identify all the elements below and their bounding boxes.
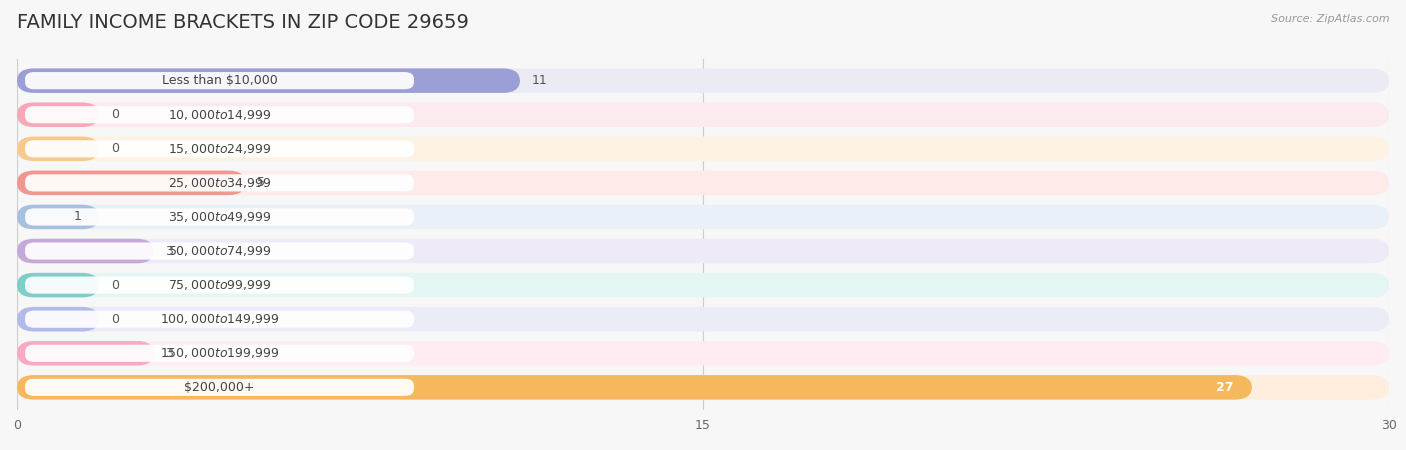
- Text: $200,000+: $200,000+: [184, 381, 254, 394]
- Text: $10,000 to $14,999: $10,000 to $14,999: [167, 108, 271, 122]
- FancyBboxPatch shape: [25, 345, 413, 362]
- Text: 0: 0: [111, 313, 118, 326]
- Text: 0: 0: [111, 108, 118, 121]
- Text: 3: 3: [166, 244, 173, 257]
- Text: $35,000 to $49,999: $35,000 to $49,999: [167, 210, 271, 224]
- Text: $100,000 to $149,999: $100,000 to $149,999: [160, 312, 280, 326]
- Text: 3: 3: [166, 347, 173, 360]
- FancyBboxPatch shape: [17, 307, 100, 332]
- Text: $25,000 to $34,999: $25,000 to $34,999: [167, 176, 271, 190]
- FancyBboxPatch shape: [17, 239, 155, 263]
- Text: $150,000 to $199,999: $150,000 to $199,999: [160, 346, 280, 360]
- FancyBboxPatch shape: [17, 171, 1389, 195]
- FancyBboxPatch shape: [25, 243, 413, 260]
- FancyBboxPatch shape: [25, 174, 413, 191]
- FancyBboxPatch shape: [17, 341, 155, 365]
- Text: $75,000 to $99,999: $75,000 to $99,999: [167, 278, 271, 292]
- Text: 0: 0: [111, 142, 118, 155]
- Text: $50,000 to $74,999: $50,000 to $74,999: [167, 244, 271, 258]
- Text: 1: 1: [75, 211, 82, 224]
- Text: $15,000 to $24,999: $15,000 to $24,999: [167, 142, 271, 156]
- Text: 5: 5: [257, 176, 264, 189]
- FancyBboxPatch shape: [17, 273, 1389, 297]
- FancyBboxPatch shape: [17, 68, 520, 93]
- FancyBboxPatch shape: [17, 273, 100, 297]
- Text: Less than $10,000: Less than $10,000: [162, 74, 277, 87]
- Text: 27: 27: [1216, 381, 1233, 394]
- FancyBboxPatch shape: [17, 375, 1389, 400]
- FancyBboxPatch shape: [17, 205, 1389, 229]
- FancyBboxPatch shape: [17, 136, 100, 161]
- FancyBboxPatch shape: [25, 310, 413, 328]
- FancyBboxPatch shape: [17, 171, 246, 195]
- FancyBboxPatch shape: [17, 375, 1251, 400]
- Text: Source: ZipAtlas.com: Source: ZipAtlas.com: [1271, 14, 1389, 23]
- Text: 0: 0: [111, 279, 118, 292]
- FancyBboxPatch shape: [25, 379, 413, 396]
- FancyBboxPatch shape: [17, 341, 1389, 365]
- Text: 11: 11: [531, 74, 547, 87]
- FancyBboxPatch shape: [17, 307, 1389, 332]
- FancyBboxPatch shape: [17, 239, 1389, 263]
- FancyBboxPatch shape: [25, 140, 413, 158]
- FancyBboxPatch shape: [25, 208, 413, 225]
- FancyBboxPatch shape: [25, 72, 413, 89]
- Text: FAMILY INCOME BRACKETS IN ZIP CODE 29659: FAMILY INCOME BRACKETS IN ZIP CODE 29659: [17, 14, 468, 32]
- FancyBboxPatch shape: [17, 205, 100, 229]
- FancyBboxPatch shape: [17, 68, 1389, 93]
- FancyBboxPatch shape: [17, 136, 1389, 161]
- FancyBboxPatch shape: [25, 106, 413, 123]
- FancyBboxPatch shape: [25, 277, 413, 294]
- FancyBboxPatch shape: [17, 103, 1389, 127]
- FancyBboxPatch shape: [17, 103, 100, 127]
